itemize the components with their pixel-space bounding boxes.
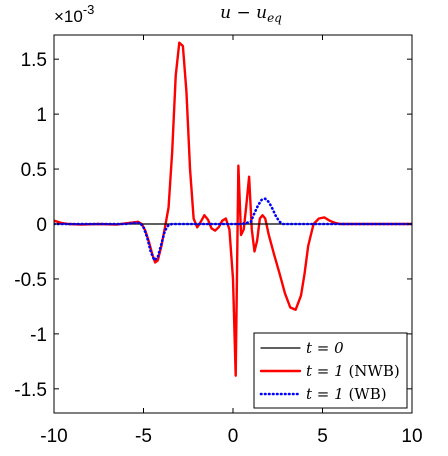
y-tick-label: 1.5 (21, 50, 47, 71)
chart-title-main: u − u (220, 3, 267, 23)
legend-label-nwb: t = 1 (NWB) (306, 362, 400, 380)
series-line-wb (54, 197, 412, 262)
ticks: -10 -5 0 5 10 1.5 1 0.5 0 -0.5 -1 -1.5 (14, 35, 423, 447)
y-tick-label: -0.5 (14, 270, 47, 291)
y-exponent-text: ×10-3 (54, 2, 94, 26)
legend-label-wb: t = 1 (WB) (306, 385, 387, 403)
x-tick-label: 5 (317, 426, 328, 447)
y-tick-label: -1.5 (14, 380, 47, 401)
series-line-nwb (54, 41, 412, 377)
series-layer (54, 41, 412, 377)
legend: t = 0 t = 1 (NWB) t = 1 (WB) (253, 332, 408, 409)
x-tick-label: -5 (135, 426, 152, 447)
x-tick-label: 0 (228, 426, 239, 447)
y-tick-label: 0 (36, 215, 47, 236)
y-exponent-power: -3 (83, 2, 95, 17)
legend-label-t0: t = 0 (306, 339, 344, 357)
legend-box (253, 332, 408, 409)
y-tick-label: 1 (36, 105, 47, 126)
y-exponent-base: ×10 (54, 7, 83, 26)
x-tick-label: -10 (40, 426, 67, 447)
chart-title: u − ueq (220, 3, 282, 25)
chart-title-text: u − ueq (220, 3, 282, 25)
chart-title-sub: eq (267, 11, 282, 25)
x-tick-label: 10 (401, 426, 422, 447)
y-tick-label: -1 (30, 325, 47, 346)
y-exponent-label: ×10-3 (54, 2, 94, 26)
y-tick-label: 0.5 (21, 160, 47, 181)
